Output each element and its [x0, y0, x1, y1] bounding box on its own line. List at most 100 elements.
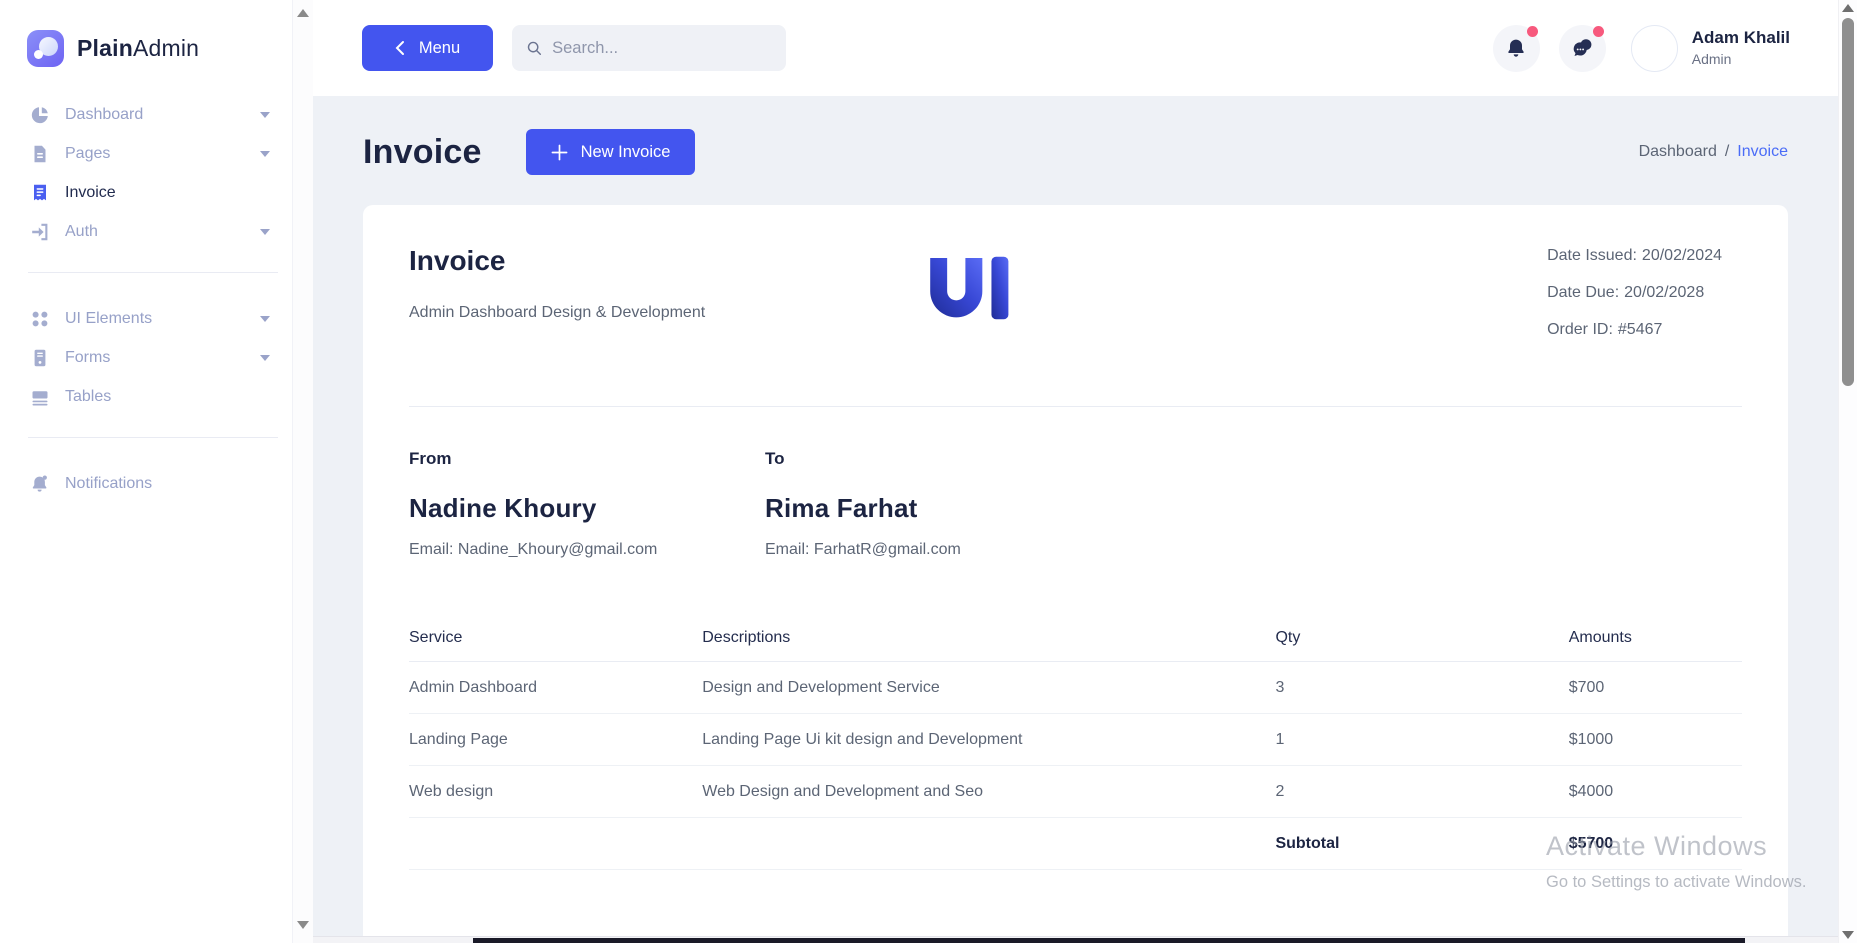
- pie-chart-icon: [30, 105, 50, 125]
- table-header-row: Service Descriptions Qty Amounts: [409, 615, 1742, 662]
- chevron-down-icon: [260, 315, 270, 322]
- subtotal-label: Subtotal: [1275, 834, 1340, 852]
- ui-logo-icon: [925, 255, 1011, 326]
- to-heading: To: [765, 449, 785, 468]
- order-id-value: #5467: [1617, 321, 1663, 338]
- scroll-up-icon[interactable]: [1842, 4, 1854, 12]
- cell-qty: 2: [1275, 782, 1285, 800]
- invoice-icon: [30, 183, 50, 203]
- new-invoice-button[interactable]: New Invoice: [525, 129, 696, 175]
- avatar[interactable]: [1630, 24, 1678, 72]
- from-email-value: Nadine_Khoury@gmail.com: [457, 541, 658, 558]
- to-email: Email: FarhatR@gmail.com: [765, 541, 961, 559]
- pages-icon: [30, 144, 50, 164]
- topbar-right: Adam Khalil Admin: [1492, 24, 1790, 72]
- sidebar-item-label: Tables: [65, 387, 112, 405]
- sidebar-item-label: Dashboard: [65, 105, 144, 123]
- cell-service: Admin Dashboard: [409, 678, 538, 696]
- sidebar-scrollbar[interactable]: [293, 0, 313, 943]
- to-email-value: FarhatR@gmail.com: [813, 541, 961, 558]
- col-header-amounts: Amounts: [1568, 629, 1632, 646]
- bell-icon: [1508, 39, 1524, 57]
- from-email: Email: Nadine_Khoury@gmail.com: [409, 541, 765, 559]
- sidebar-item-label: Pages: [65, 144, 111, 162]
- notification-badge: [1526, 25, 1538, 37]
- sidebar-item-invoice[interactable]: Invoice: [0, 173, 292, 212]
- invoice-card-header: Invoice Admin Dashboard Design & Develop…: [409, 245, 1742, 356]
- main-area: Menu Adam Khalil Admin Invoice: [313, 0, 1838, 943]
- cell-qty: 3: [1275, 678, 1285, 696]
- cell-service: Landing Page: [409, 730, 508, 748]
- from-heading: From: [409, 449, 452, 468]
- invoice-from: From Nadine Khoury Email: Nadine_Khoury@…: [409, 449, 765, 559]
- sidebar-item-label: Forms: [65, 348, 111, 366]
- horizontal-scrollbar[interactable]: [313, 936, 1838, 943]
- sidebar: PlainAdmin Dashboard Pages Invoice: [0, 0, 293, 943]
- sidebar-divider: [28, 437, 278, 438]
- from-email-label: Email:: [409, 541, 454, 558]
- breadcrumb-separator: /: [1724, 143, 1730, 160]
- cell-amount: $700: [1568, 678, 1605, 696]
- sidebar-item-notifications[interactable]: Notifications: [0, 464, 292, 503]
- scrollbar-thumb[interactable]: [473, 938, 1745, 943]
- scroll-up-icon[interactable]: [297, 9, 309, 17]
- page-title: Invoice: [363, 132, 482, 171]
- sidebar-item-pages[interactable]: Pages: [0, 134, 292, 173]
- breadcrumb-dashboard[interactable]: Dashboard: [1638, 143, 1717, 160]
- invoice-table: Service Descriptions Qty Amounts Admin D…: [409, 615, 1742, 870]
- vertical-scrollbar[interactable]: [1838, 0, 1857, 943]
- date-issued-label: Date Issued:: [1547, 247, 1637, 264]
- breadcrumb: Dashboard / Invoice: [1639, 143, 1788, 161]
- cell-service: Web design: [409, 782, 494, 800]
- chevron-left-icon: [395, 41, 404, 55]
- cell-qty: 1: [1275, 730, 1285, 748]
- menu-button[interactable]: Menu: [362, 25, 493, 71]
- sidebar-item-label: UI Elements: [65, 309, 153, 327]
- chevron-down-icon: [260, 354, 270, 361]
- table-body: Admin Dashboard Design and Development S…: [409, 662, 1742, 870]
- brand-logo-icon: [27, 30, 64, 67]
- brand-name: PlainAdmin: [77, 35, 199, 62]
- date-due-value: 20/02/2028: [1624, 284, 1705, 301]
- message-badge: [1592, 25, 1604, 37]
- sidebar-item-dashboard[interactable]: Dashboard: [0, 95, 292, 134]
- sidebar-item-auth[interactable]: Auth: [0, 212, 292, 251]
- cell-description: Web Design and Development and Seo: [702, 782, 984, 800]
- invoice-meta: Date Issued: 20/02/2024 Date Due: 20/02/20…: [1547, 245, 1742, 356]
- sidebar-divider: [28, 272, 278, 273]
- messages-button[interactable]: [1558, 24, 1606, 72]
- chat-icon: [1573, 39, 1592, 56]
- chevron-down-icon: [260, 228, 270, 235]
- scroll-down-icon[interactable]: [1842, 931, 1854, 939]
- cell-amount: $4000: [1568, 782, 1614, 800]
- new-invoice-label: New Invoice: [580, 142, 671, 161]
- chevron-down-icon: [260, 111, 270, 118]
- table-row: Admin Dashboard Design and Development S…: [409, 662, 1742, 714]
- date-due-label: Date Due:: [1547, 284, 1620, 301]
- sidebar-item-ui-elements[interactable]: UI Elements: [0, 299, 292, 338]
- order-id: Order ID: #5467: [1547, 319, 1722, 341]
- col-header-descriptions: Descriptions: [702, 629, 791, 646]
- notifications-button[interactable]: [1492, 24, 1540, 72]
- page-header: Invoice New Invoice Dashboard / Invoice: [363, 129, 1788, 175]
- search-box: [512, 25, 786, 71]
- brand-name-regular: Admin: [132, 35, 200, 61]
- scroll-down-icon[interactable]: [297, 921, 309, 929]
- search-input[interactable]: [552, 38, 772, 58]
- sidebar-item-forms[interactable]: Forms: [0, 338, 292, 377]
- sidebar-item-label: Notifications: [65, 474, 153, 492]
- table-row: Web design Web Design and Development an…: [409, 766, 1742, 818]
- sidebar-item-tables[interactable]: Tables: [0, 377, 292, 416]
- table-subtotal-row: Subtotal $5700: [409, 818, 1742, 870]
- page-content: Invoice New Invoice Dashboard / Invoice …: [313, 96, 1838, 943]
- ui-elements-icon: [30, 309, 50, 329]
- brand[interactable]: PlainAdmin: [0, 0, 292, 67]
- cell-amount: $1000: [1568, 730, 1614, 748]
- user-meta[interactable]: Adam Khalil Admin: [1692, 27, 1790, 69]
- table-row: Landing Page Landing Page Ui kit design …: [409, 714, 1742, 766]
- forms-icon: [30, 348, 50, 368]
- scrollbar-thumb[interactable]: [1842, 18, 1854, 386]
- brand-name-bold: Plain: [77, 35, 133, 61]
- menu-button-label: Menu: [418, 38, 461, 57]
- bell-icon: [30, 474, 50, 494]
